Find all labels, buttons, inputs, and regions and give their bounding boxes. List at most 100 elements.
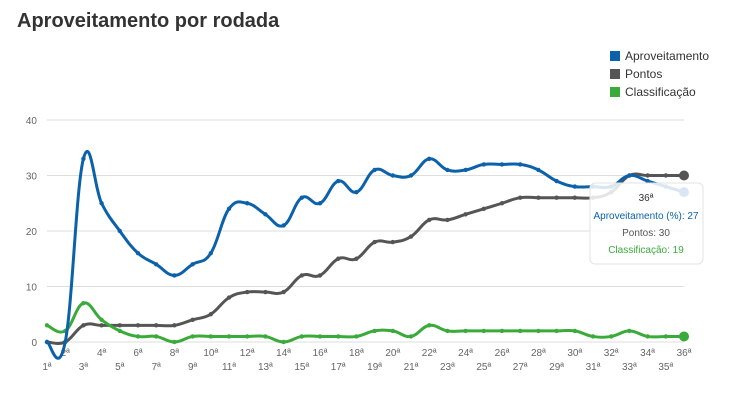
legend-item-1: Pontos — [625, 67, 662, 81]
data-point — [154, 262, 159, 267]
data-point — [536, 195, 541, 200]
data-point — [317, 201, 323, 206]
data-point — [299, 334, 304, 339]
data-point — [135, 334, 141, 339]
data-point — [408, 234, 414, 239]
x-tick-label: 36ª — [677, 348, 692, 359]
data-point — [172, 339, 177, 345]
data-point — [117, 323, 123, 328]
data-point — [44, 323, 50, 328]
x-tick-label: 26ª — [495, 348, 510, 359]
x-tick-label: 3ª — [79, 362, 89, 373]
data-point — [390, 328, 395, 334]
data-point — [481, 328, 486, 334]
tooltip-aproveitamento: Aproveitamento (%): 27 — [593, 211, 698, 222]
data-point — [463, 212, 468, 217]
x-tick-label: 5ª — [115, 362, 125, 373]
data-point — [554, 328, 559, 334]
data-point — [390, 239, 395, 245]
data-point — [226, 334, 232, 339]
x-tick-label: 25ª — [476, 362, 491, 373]
data-point — [663, 334, 668, 339]
data-point — [190, 262, 195, 267]
data-point — [117, 328, 123, 334]
data-point — [445, 328, 450, 334]
tooltip-header: 36ª — [639, 193, 654, 204]
x-tick-label: 16ª — [313, 348, 328, 359]
data-point — [518, 195, 523, 200]
data-point — [245, 334, 250, 339]
x-tick-label: 21ª — [404, 362, 419, 373]
data-point — [679, 170, 689, 181]
x-tick-label: 27ª — [513, 362, 528, 373]
data-point — [172, 323, 177, 328]
data-point — [645, 178, 650, 184]
x-tick-label: 6ª — [133, 348, 143, 359]
data-point — [518, 162, 523, 167]
data-point — [554, 178, 559, 184]
x-tick-label: 13ª — [258, 362, 273, 373]
x-tick-label: 2ª — [61, 348, 71, 359]
data-point — [81, 323, 86, 328]
data-point — [263, 289, 268, 295]
data-point — [154, 334, 159, 339]
x-tick-label: 10ª — [203, 348, 218, 359]
data-point — [226, 206, 232, 211]
data-point — [499, 201, 505, 206]
x-tick-label: 7ª — [152, 362, 162, 373]
legend-swatch — [610, 51, 620, 61]
data-point — [354, 334, 359, 339]
data-point — [317, 334, 323, 339]
data-point — [627, 173, 632, 178]
data-point — [354, 189, 359, 195]
series-line-pontos — [46, 172, 684, 345]
data-point — [408, 334, 414, 339]
data-point — [336, 334, 341, 339]
data-point — [554, 195, 559, 200]
data-point — [172, 273, 177, 278]
legend-item-2: Classificação — [625, 85, 696, 99]
series-line-aproveitamento — [45, 149, 685, 360]
data-point — [208, 251, 213, 256]
x-tick-label: 8ª — [170, 348, 180, 359]
data-point — [99, 317, 104, 322]
data-point — [245, 201, 250, 206]
data-point — [281, 339, 286, 345]
x-tick-label: 19ª — [367, 362, 382, 373]
legend-swatch — [610, 87, 620, 97]
data-point — [372, 328, 377, 334]
x-tick-label: 14ª — [276, 348, 291, 359]
data-point — [263, 334, 268, 339]
data-point — [354, 256, 359, 261]
x-tick-label: 4ª — [97, 348, 107, 359]
data-point — [190, 317, 195, 322]
x-tick-label: 20ª — [385, 348, 400, 359]
x-tick-label: 30ª — [567, 348, 582, 359]
data-point — [609, 334, 614, 339]
x-tick-label: 23ª — [440, 362, 455, 373]
chart-title: Aproveitamento por rodada — [17, 10, 280, 32]
data-point — [226, 295, 232, 300]
data-point — [481, 162, 486, 167]
x-tick-label: 35ª — [658, 362, 673, 373]
data-point — [281, 223, 286, 228]
data-point — [281, 289, 286, 295]
tooltip-classificacao: Classificação: 19 — [608, 245, 684, 256]
y-tick-label: 10 — [26, 283, 38, 294]
tooltip-pontos: Pontos: 30 — [622, 228, 670, 239]
x-tick-label: 24ª — [458, 348, 473, 359]
data-point — [299, 273, 304, 278]
data-point — [336, 256, 341, 261]
data-point — [154, 323, 159, 328]
x-tick-label: 9ª — [188, 362, 198, 373]
data-point — [372, 167, 377, 173]
x-tick-label: 1ª — [42, 362, 52, 373]
data-point — [99, 323, 104, 328]
x-tick-label: 15ª — [294, 362, 309, 373]
data-point — [536, 167, 541, 173]
x-tick-label: 22ª — [422, 348, 437, 359]
data-point — [263, 212, 268, 217]
data-point — [135, 251, 141, 256]
data-point — [317, 273, 323, 278]
